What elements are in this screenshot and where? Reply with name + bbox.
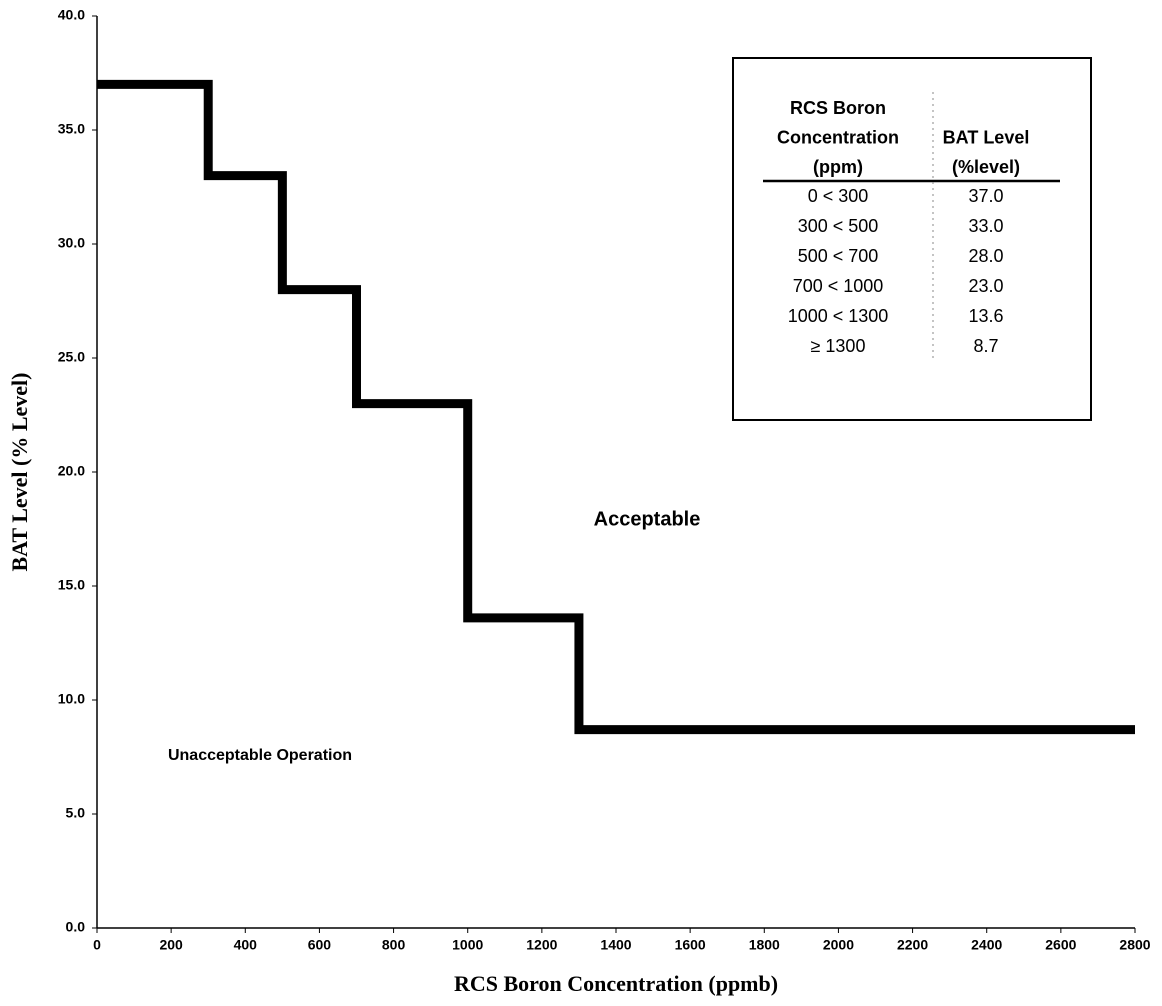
annotation: Acceptable: [594, 508, 701, 530]
x-tick-label: 2600: [1045, 937, 1076, 953]
table-cell: ≥ 1300: [811, 336, 866, 356]
y-tick-label: 20.0: [58, 463, 85, 479]
y-tick-label: 0.0: [66, 919, 86, 935]
x-tick-label: 400: [234, 937, 258, 953]
x-tick-label: 200: [159, 937, 183, 953]
y-tick-label: 30.0: [58, 235, 85, 251]
table-cell: 0 < 300: [808, 186, 869, 206]
x-tick-label: 2800: [1119, 937, 1150, 953]
y-tick-label: 25.0: [58, 349, 85, 365]
table-cell: 23.0: [968, 276, 1003, 296]
table-header: (%level): [952, 157, 1020, 177]
table-cell: 33.0: [968, 216, 1003, 236]
table-cell: 28.0: [968, 246, 1003, 266]
table-header: Concentration: [777, 127, 899, 147]
table-cell: 13.6: [968, 306, 1003, 326]
y-tick-label: 35.0: [58, 121, 85, 137]
table-cell: 500 < 700: [798, 246, 879, 266]
data-line: [97, 79, 1135, 735]
y-tick-label: 40.0: [58, 7, 85, 23]
x-tick-label: 1800: [749, 937, 780, 953]
x-tick-label: 1600: [675, 937, 706, 953]
table-header: RCS Boron: [790, 98, 886, 118]
x-tick-label: 0: [93, 937, 101, 953]
y-tick-label: 10.0: [58, 691, 85, 707]
annotation: Unacceptable Operation: [168, 747, 352, 764]
table-header: (ppm): [813, 157, 863, 177]
table-cell: 300 < 500: [798, 216, 879, 236]
x-tick-label: 1400: [600, 937, 631, 953]
table-cell: 1000 < 1300: [788, 306, 889, 326]
x-axis-label: RCS Boron Concentration (ppmb): [454, 971, 778, 996]
x-tick-label: 1000: [452, 937, 483, 953]
table-cell: 8.7: [973, 336, 998, 356]
x-tick-label: 600: [308, 937, 332, 953]
y-axis-label: BAT Level (% Level): [7, 373, 32, 572]
y-tick-label: 5.0: [66, 805, 86, 821]
x-tick-label: 2000: [823, 937, 854, 953]
x-tick-label: 2200: [897, 937, 928, 953]
y-tick-label: 15.0: [58, 577, 85, 593]
x-tick-label: 2400: [971, 937, 1002, 953]
table-cell: 37.0: [968, 186, 1003, 206]
table-header: BAT Level: [943, 127, 1030, 147]
x-tick-label: 800: [382, 937, 406, 953]
x-tick-label: 1200: [526, 937, 557, 953]
table-cell: 700 < 1000: [793, 276, 884, 296]
table-box: [732, 57, 1092, 421]
